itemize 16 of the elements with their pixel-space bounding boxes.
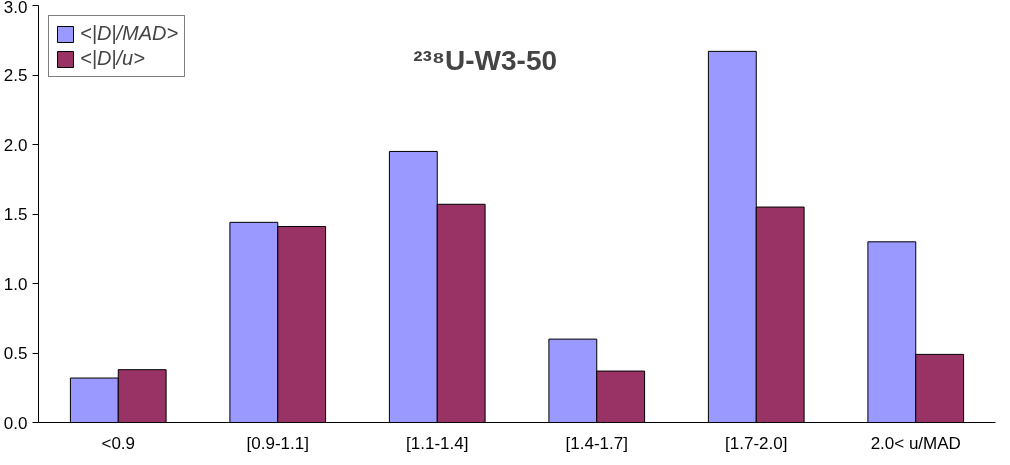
x-tick-label: <0.9 [101,433,136,453]
y-tick-label: 1.5 [3,205,28,224]
legend-label: <|D|/u> [80,47,145,70]
text: ²³⁸U-W3-50 [413,44,558,76]
y-tick-label: 2.5 [3,66,28,85]
y-tick-label: 3.0 [3,0,28,17]
x-tick-label: 2.0< u/MAD [870,433,961,453]
y-tick-label: 0.5 [3,344,28,363]
x-tick-label: [1.7-2.0] [725,433,788,453]
y-tick-label: 1.0 [3,274,28,294]
legend-label: <|D|/MAD> [80,22,179,45]
x-tick-label: [0.9-1.1] [246,433,309,453]
y-tick-label: 2.0 [3,135,28,155]
x-tick-label: [1.1-1.4] [406,433,469,453]
x-tick-label: [1.4-1.7] [565,433,628,453]
y-tick-label: 0.0 [3,413,28,433]
